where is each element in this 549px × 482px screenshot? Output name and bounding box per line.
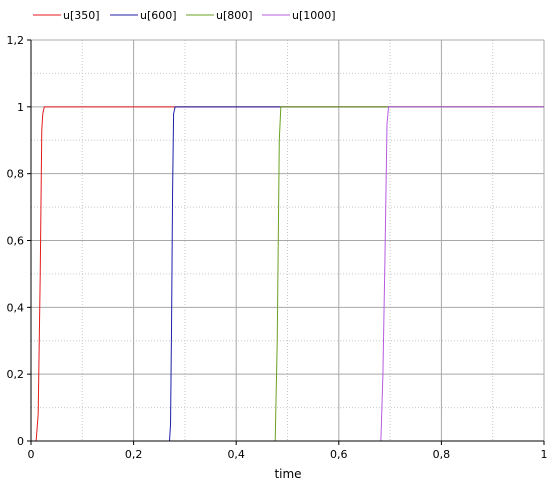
y-tick-label: 1,2 bbox=[7, 34, 25, 47]
x-tick-label: 0,6 bbox=[330, 448, 348, 461]
x-tick-label: 1 bbox=[541, 448, 548, 461]
x-tick-label: 0,4 bbox=[227, 448, 245, 461]
x-tick-label: 0 bbox=[28, 448, 35, 461]
x-tick-label: 0,8 bbox=[433, 448, 451, 461]
legend-label: u[600] bbox=[140, 9, 177, 22]
legend-label: u[350] bbox=[63, 9, 100, 22]
y-tick-label: 0,4 bbox=[7, 301, 25, 314]
y-tick-label: 0,6 bbox=[7, 235, 25, 248]
legend-label: u[1000] bbox=[292, 9, 336, 22]
y-tick-label: 1 bbox=[17, 101, 24, 114]
y-tick-label: 0,2 bbox=[7, 368, 25, 381]
y-tick-label: 0 bbox=[17, 435, 24, 448]
x-tick-label: 0,2 bbox=[125, 448, 143, 461]
legend-label: u[800] bbox=[216, 9, 253, 22]
y-tick-label: 0,8 bbox=[7, 168, 25, 181]
x-axis-title: time bbox=[274, 467, 301, 481]
